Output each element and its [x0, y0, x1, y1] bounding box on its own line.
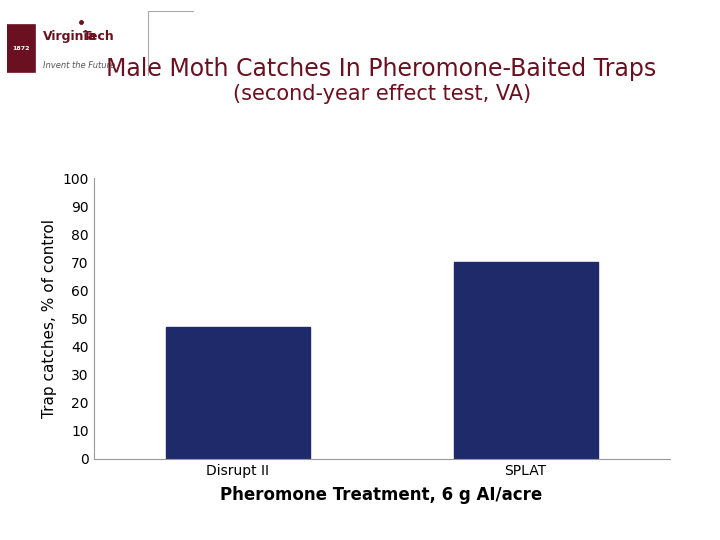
Text: 1872: 1872: [12, 45, 30, 51]
Text: Tech: Tech: [83, 30, 114, 43]
Text: Male Moth Catches In Pheromone-Baited Traps: Male Moth Catches In Pheromone-Baited Tr…: [107, 57, 657, 80]
Text: Virginia: Virginia: [42, 30, 97, 43]
Bar: [454, 262, 598, 459]
Y-axis label: Trap catches, % of control: Trap catches, % of control: [42, 219, 57, 418]
Text: (second-year effect test, VA): (second-year effect test, VA): [233, 84, 531, 104]
Bar: [166, 327, 310, 459]
Text: Invent the Future: Invent the Future: [42, 61, 115, 70]
X-axis label: Pheromone Treatment, 6 g AI/acre: Pheromone Treatment, 6 g AI/acre: [220, 486, 543, 504]
FancyBboxPatch shape: [7, 24, 35, 71]
